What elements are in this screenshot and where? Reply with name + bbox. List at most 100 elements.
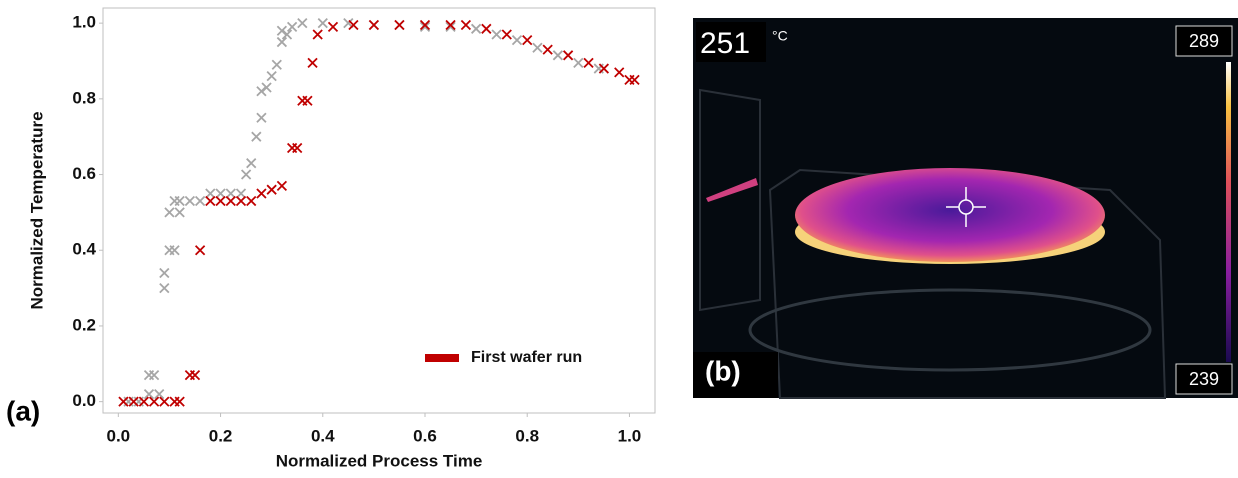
marker (194, 245, 206, 256)
marker (189, 370, 201, 381)
marker (460, 19, 472, 31)
marker (118, 396, 129, 407)
marker (562, 50, 574, 61)
x-tick-label: 1.0 (618, 426, 642, 445)
y-axis-label: Normalized Temperature (27, 111, 46, 309)
crosshair (946, 187, 986, 227)
scale-box (1175, 25, 1233, 57)
marker (522, 35, 533, 46)
x-tick-label: 0.6 (413, 426, 437, 445)
panel-label: (a) (6, 395, 40, 426)
marker (276, 36, 288, 48)
marker (598, 63, 610, 74)
marker (266, 70, 277, 82)
legend-swatch (425, 354, 459, 362)
marker (532, 42, 543, 53)
marker (327, 21, 339, 33)
marker (297, 18, 308, 29)
marker (614, 67, 625, 78)
temperature-reading: 251 (700, 27, 750, 60)
marker (276, 180, 288, 192)
x-tick-label: 0.0 (107, 426, 131, 445)
marker (194, 195, 206, 207)
marker (154, 388, 165, 400)
marker (491, 29, 502, 40)
marker (629, 74, 640, 86)
scatter-chart: 0.0 0.2 0.4 0.6 0.8 1.0 0.0 0.2 0.4 0.6 0.8 1.0 Norm… (27, 7, 656, 470)
thermal-image: 251 °C 289 239 (b) (693, 18, 1238, 399)
marker (276, 25, 288, 36)
marker (307, 57, 318, 69)
marker (225, 195, 236, 207)
image-outline (748, 288, 1152, 372)
marker (174, 195, 185, 207)
legend-label: First wafer run (471, 349, 582, 366)
marker (266, 184, 277, 195)
y-tick-label: 0.6 (72, 164, 96, 183)
marker (225, 188, 236, 199)
marker (205, 188, 216, 199)
y-tick-label: 0.0 (72, 391, 96, 410)
marker (235, 188, 247, 199)
marker (445, 19, 456, 31)
marker (481, 23, 492, 34)
marker (281, 29, 293, 40)
plot-frame (102, 7, 656, 414)
marker (159, 396, 170, 407)
color-bar (1226, 62, 1231, 362)
marker (261, 82, 272, 93)
marker (148, 370, 160, 381)
marker (302, 95, 313, 106)
marker (256, 86, 267, 97)
marker (256, 188, 267, 199)
marker (128, 396, 139, 407)
y-tick-label: 1.0 (72, 13, 96, 32)
marker (419, 21, 431, 33)
marker (215, 188, 226, 199)
marker (148, 396, 160, 407)
y-tick-label: 0.2 (72, 315, 96, 334)
marker (235, 195, 247, 207)
marker (542, 44, 553, 55)
x-axis-label: Normalized Process Time (276, 451, 483, 470)
temperature-unit: °C (772, 28, 788, 44)
marker (317, 18, 328, 29)
marker (419, 19, 431, 31)
y-tick-label: 0.4 (72, 240, 96, 259)
marker (184, 195, 196, 207)
marker (552, 50, 564, 61)
marker (174, 207, 185, 218)
marker (246, 158, 257, 169)
marker (240, 169, 252, 180)
marker (286, 21, 298, 33)
marker (256, 112, 267, 123)
marker (312, 29, 323, 40)
marker (511, 35, 523, 46)
marker (368, 19, 380, 31)
scale-box (1175, 363, 1233, 395)
x-tick-label: 0.8 (515, 426, 539, 445)
hot-edge (706, 178, 758, 202)
x-tick-label: 0.4 (311, 426, 335, 445)
scale-max: 289 (1189, 31, 1219, 51)
marker (205, 195, 216, 207)
marker (394, 19, 405, 31)
marker (292, 142, 303, 154)
marker (348, 19, 359, 31)
marker (215, 195, 226, 207)
marker (246, 195, 257, 207)
marker (138, 396, 150, 407)
marker (251, 131, 262, 142)
marker (164, 207, 175, 218)
y-tick-label: 0.8 (72, 88, 96, 107)
marker (501, 29, 512, 40)
marker (470, 23, 482, 34)
marker (143, 388, 155, 400)
reading-box (696, 22, 766, 62)
label-box (693, 352, 778, 398)
marker (271, 59, 282, 70)
marker (445, 21, 456, 33)
wafer (795, 168, 1105, 262)
image-outline (699, 88, 1167, 399)
